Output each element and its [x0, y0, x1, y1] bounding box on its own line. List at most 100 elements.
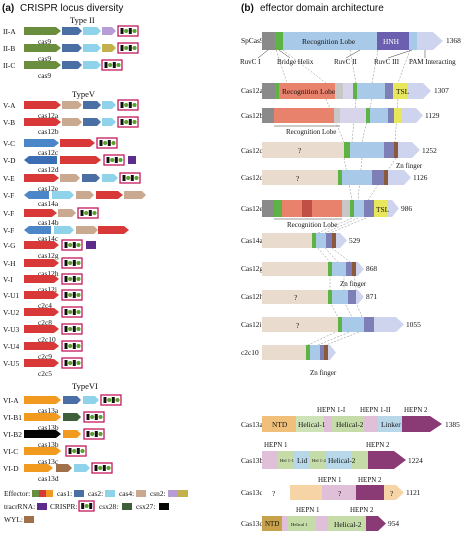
gene-label-6: cas12d — [38, 165, 59, 174]
locus-label-3: V-A — [3, 101, 16, 110]
cas13d-helical2: Helical-2 — [334, 520, 362, 529]
cas12i-unknown: ? — [296, 321, 299, 330]
ruvc-ii-label: RuvC II — [334, 58, 357, 66]
gene-label-11: cas12g — [38, 251, 59, 260]
cas12c-unknown: ? — [298, 146, 301, 155]
protein-name-7: Cas12g — [241, 264, 263, 273]
cas12a-tsl: TSL — [396, 87, 410, 96]
cas13d-hepn2: HEPN 2 — [350, 506, 374, 514]
cas12e-recognition-lobe: Recognition Lobe — [287, 221, 337, 229]
cas12h-architecture: ? — [262, 290, 364, 304]
gene-label-14: c2c4 — [38, 301, 52, 310]
locus-label-10: V-F — [3, 226, 14, 235]
locus-label-7: V-E — [3, 174, 15, 183]
locus-label-11: V-G — [3, 241, 16, 250]
protein-length-0: 1368 — [446, 36, 461, 45]
legend-cas4: cas4: — [119, 489, 134, 498]
panel-a-letter: (a) — [2, 3, 14, 14]
cas13b-lid: Lid — [297, 456, 308, 465]
ruvc-iii-label: RuvC III — [374, 58, 400, 66]
legend-cas2: cas2: — [88, 489, 103, 498]
cas13c-unknown-2: ? — [338, 489, 341, 498]
cas12e-tsl: TSL — [376, 205, 390, 214]
gene-label-18: c2c5 — [38, 369, 52, 378]
locus-label-0: II-A — [3, 27, 16, 36]
protein-length-3: 1252 — [422, 146, 437, 155]
protein-length-14: 954 — [388, 519, 399, 528]
type-vi-heading: TypeVI — [72, 381, 98, 391]
panel-b-letter: (b) — [241, 3, 254, 14]
cas14a-architecture — [262, 233, 347, 248]
protein-name-13: Cas13c — [241, 488, 263, 497]
alignment-lines — [275, 49, 411, 346]
protein-lengths: 1368 1307 1129 1252 1126 986 529 868 871 1055 1385… — [349, 36, 461, 528]
gene-label-19: cas13a — [38, 406, 59, 415]
cas12g-architecture: Zn finger — [262, 262, 367, 288]
c2c10-architecture: Zn finger — [262, 345, 337, 377]
gene-label-4: cas12b — [38, 127, 59, 136]
cas13a-hepn1i: HEPN 1-I — [317, 406, 346, 414]
type-v-heading: TypeV — [72, 89, 96, 99]
protein-name-14: Cas13d — [241, 519, 263, 528]
gene-label-1: cas9 — [38, 54, 51, 63]
type-ii-heading: Type II — [70, 15, 95, 25]
legend-effector: Effector: — [4, 489, 30, 498]
protein-length-7: 868 — [366, 264, 377, 273]
legend-crispr: CRISPR: — [50, 502, 78, 511]
gene-label-13: cas12i — [38, 285, 57, 294]
locus-label-23: VI-D — [3, 464, 19, 473]
gene-label-23: cas13d — [38, 474, 59, 483]
bridge-helix-label: Bridge Helix — [277, 58, 314, 66]
locus-label-18: V-U5 — [3, 359, 19, 368]
cas13c-unknown-1: ? — [272, 489, 275, 498]
protein-length-4: 1126 — [413, 173, 428, 182]
legend-wyl: WYL: — [4, 515, 23, 524]
cas13c-unknown-3: ? — [390, 489, 393, 498]
gene-label-12: cas12h — [38, 269, 59, 278]
protein-length-11: 1385 — [445, 420, 460, 429]
gene-label-9: cas14b — [38, 218, 59, 227]
c2c10-zn-finger: Zn finger — [310, 369, 337, 377]
locus-label-21: VI-B2 — [3, 430, 22, 439]
effector-gene-labels: cas9 cas9 cas9 cas12a cas12b cas12c cas12d cas1… — [38, 37, 59, 483]
locus-label-13: V-I — [3, 275, 13, 284]
cas13a-hepn1ii: HEPN 1-II — [360, 406, 391, 414]
cas13b-hel12: Hel 1-2 — [312, 458, 327, 463]
cas13b-hepn2: HEPN 2 — [366, 441, 390, 449]
ruvc-i-label: RuvC I — [240, 58, 261, 66]
locus-label-19: VI-A — [3, 396, 19, 405]
cas13a-architecture: NTD Helical-1 Helical-2 Linker HEPN 1-I … — [262, 406, 442, 432]
protein-name-12: Cas13b — [241, 456, 263, 465]
locus-row-labels: II-A II-B II-C V-A V-B V-C V-D V-E V-F V-F V-F V-G V… — [3, 27, 22, 473]
locus-label-2: II-C — [3, 61, 15, 70]
legend-csx27: csx27: — [136, 502, 155, 511]
gene-label-2: cas9 — [38, 71, 51, 80]
locus-label-20: VI-B1 — [3, 413, 22, 422]
locus-label-5: V-C — [3, 139, 15, 148]
locus-label-17: V-U4 — [3, 342, 19, 351]
gene-label-8: cas14a — [38, 199, 59, 208]
protein-length-6: 529 — [349, 236, 360, 245]
cas12c-architecture: ? Zn finger — [262, 142, 423, 170]
cas13c-hepn2: HEPN 2 — [358, 476, 382, 484]
protein-length-8: 871 — [366, 292, 377, 301]
cas12b-recognition-lobe: Recognition Lobe — [286, 128, 336, 136]
spcas9-recognition-lobe: Recognition Lobe — [302, 37, 356, 46]
locus-label-4: V-B — [3, 118, 15, 127]
cas13b-architecture: Hel 1-1 Lid Hel 1-2 Helical-2 HEPN 1 HEP… — [262, 441, 406, 469]
panel-b-title: effector domain architecture — [260, 3, 384, 14]
protein-name-2: Cas12b — [241, 111, 263, 120]
cas13a-linker: Linker — [381, 420, 401, 429]
cas13b-hepn1: HEPN 1 — [264, 441, 288, 449]
locus-label-22: VI-C — [3, 447, 18, 456]
cas12d-architecture: ? — [262, 170, 411, 185]
cas13a-ntd: NTD — [272, 420, 288, 429]
protein-name-1: Cas12a — [241, 86, 263, 95]
cas13c-hepn1: HEPN 1 — [318, 476, 342, 484]
cas13a-helical2: Helical-2 — [336, 420, 364, 429]
cas12a-recognition-lobe: Recognition Lobe — [282, 87, 336, 96]
legend-cas1: cas1: — [57, 489, 72, 498]
locus-label-6: V-D — [3, 156, 16, 165]
cas12g-zn-finger: Zn finger — [340, 280, 367, 288]
locus-label-16: V-U3 — [3, 325, 19, 334]
